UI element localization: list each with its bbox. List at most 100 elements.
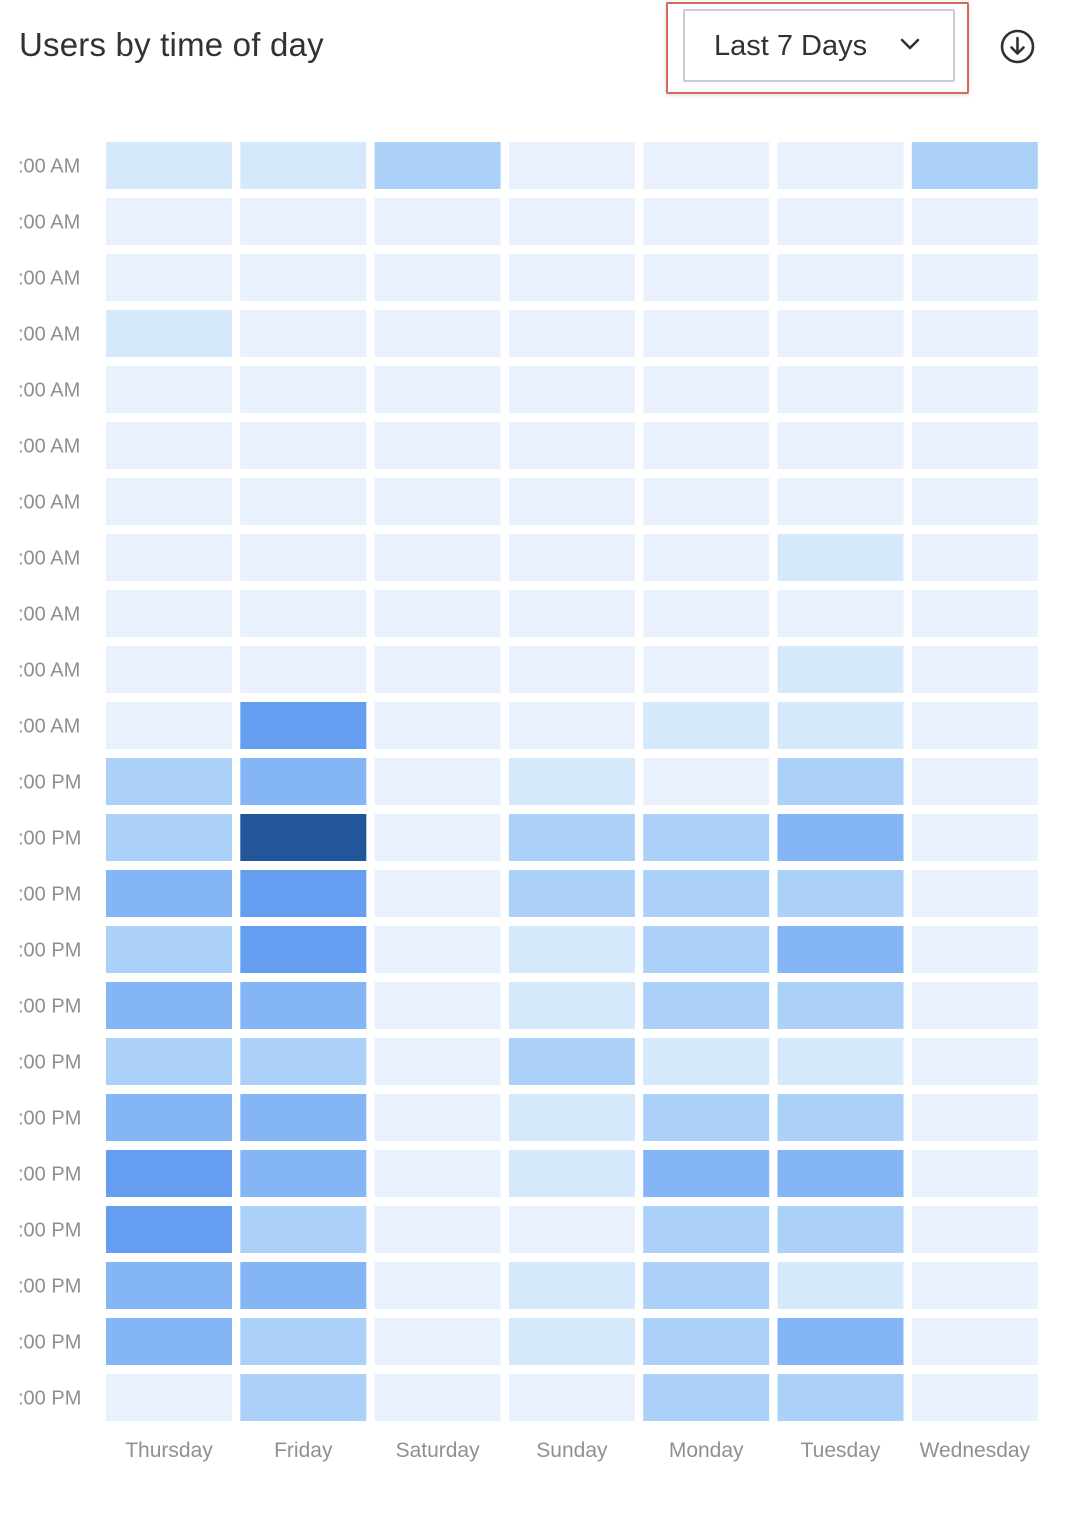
heatmap-cell-sunday-7[interactable] bbox=[508, 534, 635, 581]
heatmap-cell-saturday-10[interactable] bbox=[374, 702, 501, 749]
heatmap-cell-sunday-16[interactable] bbox=[508, 1038, 635, 1085]
heatmap-cell-thursday-15[interactable] bbox=[106, 982, 232, 1029]
heatmap-cell-tuesday-4[interactable] bbox=[777, 366, 904, 413]
heatmap-cell-saturday-22[interactable] bbox=[374, 1374, 501, 1421]
heatmap-cell-friday-11[interactable] bbox=[240, 758, 367, 805]
heatmap-cell-friday-10[interactable] bbox=[240, 702, 367, 749]
heatmap-cell-tuesday-9[interactable] bbox=[777, 646, 904, 693]
heatmap-cell-sunday-13[interactable] bbox=[508, 870, 635, 917]
heatmap-cell-monday-21[interactable] bbox=[643, 1318, 770, 1365]
heatmap-cell-wednesday-17[interactable] bbox=[911, 1094, 1038, 1141]
heatmap-cell-monday-10[interactable] bbox=[643, 702, 770, 749]
heatmap-cell-saturday-12[interactable] bbox=[374, 814, 501, 861]
heatmap-cell-wednesday-7[interactable] bbox=[911, 534, 1038, 581]
heatmap-cell-monday-15[interactable] bbox=[643, 982, 770, 1029]
heatmap-cell-tuesday-10[interactable] bbox=[777, 702, 904, 749]
heatmap-cell-saturday-19[interactable] bbox=[374, 1206, 501, 1253]
heatmap-cell-friday-17[interactable] bbox=[240, 1094, 367, 1141]
heatmap-cell-wednesday-9[interactable] bbox=[911, 646, 1038, 693]
heatmap-cell-wednesday-8[interactable] bbox=[911, 590, 1038, 637]
heatmap-cell-sunday-3[interactable] bbox=[508, 310, 635, 357]
heatmap-cell-friday-18[interactable] bbox=[240, 1150, 367, 1197]
heatmap-cell-thursday-18[interactable] bbox=[106, 1150, 232, 1197]
heatmap-cell-thursday-7[interactable] bbox=[106, 534, 232, 581]
heatmap-cell-monday-16[interactable] bbox=[643, 1038, 770, 1085]
heatmap-cell-sunday-9[interactable] bbox=[508, 646, 635, 693]
heatmap-cell-monday-1[interactable] bbox=[643, 198, 770, 245]
heatmap-cell-sunday-1[interactable] bbox=[508, 198, 635, 245]
heatmap-cell-friday-21[interactable] bbox=[240, 1318, 367, 1365]
heatmap-cell-friday-15[interactable] bbox=[240, 982, 367, 1029]
heatmap-cell-sunday-0[interactable] bbox=[508, 142, 635, 189]
heatmap-cell-tuesday-11[interactable] bbox=[777, 758, 904, 805]
heatmap-cell-saturday-16[interactable] bbox=[374, 1038, 501, 1085]
heatmap-cell-sunday-18[interactable] bbox=[508, 1150, 635, 1197]
heatmap-cell-sunday-19[interactable] bbox=[508, 1206, 635, 1253]
heatmap-cell-tuesday-13[interactable] bbox=[777, 870, 904, 917]
heatmap-cell-friday-5[interactable] bbox=[240, 422, 367, 469]
heatmap-cell-thursday-21[interactable] bbox=[106, 1318, 232, 1365]
heatmap-cell-monday-3[interactable] bbox=[643, 310, 770, 357]
heatmap-cell-wednesday-11[interactable] bbox=[911, 758, 1038, 805]
heatmap-cell-wednesday-16[interactable] bbox=[911, 1038, 1038, 1085]
heatmap-cell-thursday-1[interactable] bbox=[106, 198, 232, 245]
heatmap-cell-wednesday-19[interactable] bbox=[911, 1206, 1038, 1253]
heatmap-cell-wednesday-2[interactable] bbox=[911, 254, 1038, 301]
heatmap-cell-thursday-19[interactable] bbox=[106, 1206, 232, 1253]
heatmap-cell-wednesday-6[interactable] bbox=[911, 478, 1038, 525]
heatmap-cell-wednesday-21[interactable] bbox=[911, 1318, 1038, 1365]
heatmap-cell-saturday-11[interactable] bbox=[374, 758, 501, 805]
heatmap-cell-wednesday-4[interactable] bbox=[911, 366, 1038, 413]
heatmap-cell-saturday-20[interactable] bbox=[374, 1262, 501, 1309]
heatmap-cell-friday-3[interactable] bbox=[240, 310, 367, 357]
heatmap-cell-saturday-4[interactable] bbox=[374, 366, 501, 413]
heatmap-cell-monday-14[interactable] bbox=[643, 926, 770, 973]
heatmap-cell-thursday-9[interactable] bbox=[106, 646, 232, 693]
heatmap-cell-sunday-21[interactable] bbox=[508, 1318, 635, 1365]
heatmap-cell-sunday-12[interactable] bbox=[508, 814, 635, 861]
heatmap-cell-saturday-2[interactable] bbox=[374, 254, 501, 301]
heatmap-cell-tuesday-14[interactable] bbox=[777, 926, 904, 973]
heatmap-cell-monday-22[interactable] bbox=[643, 1374, 770, 1421]
heatmap-cell-tuesday-16[interactable] bbox=[777, 1038, 904, 1085]
heatmap-cell-friday-1[interactable] bbox=[240, 198, 367, 245]
heatmap-cell-monday-12[interactable] bbox=[643, 814, 770, 861]
heatmap-cell-saturday-17[interactable] bbox=[374, 1094, 501, 1141]
heatmap-cell-tuesday-20[interactable] bbox=[777, 1262, 904, 1309]
heatmap-cell-friday-14[interactable] bbox=[240, 926, 367, 973]
heatmap-cell-saturday-18[interactable] bbox=[374, 1150, 501, 1197]
heatmap-cell-sunday-20[interactable] bbox=[508, 1262, 635, 1309]
heatmap-cell-monday-6[interactable] bbox=[643, 478, 770, 525]
heatmap-cell-saturday-6[interactable] bbox=[374, 478, 501, 525]
heatmap-cell-wednesday-5[interactable] bbox=[911, 422, 1038, 469]
heatmap-cell-wednesday-22[interactable] bbox=[911, 1374, 1038, 1421]
heatmap-cell-friday-4[interactable] bbox=[240, 366, 367, 413]
heatmap-cell-wednesday-13[interactable] bbox=[911, 870, 1038, 917]
heatmap-cell-thursday-10[interactable] bbox=[106, 702, 232, 749]
heatmap-cell-friday-0[interactable] bbox=[240, 142, 367, 189]
heatmap-cell-sunday-5[interactable] bbox=[508, 422, 635, 469]
heatmap-cell-sunday-8[interactable] bbox=[508, 590, 635, 637]
heatmap-cell-thursday-2[interactable] bbox=[106, 254, 232, 301]
heatmap-cell-saturday-15[interactable] bbox=[374, 982, 501, 1029]
heatmap-cell-tuesday-21[interactable] bbox=[777, 1318, 904, 1365]
heatmap-cell-saturday-3[interactable] bbox=[374, 310, 501, 357]
heatmap-cell-saturday-21[interactable] bbox=[374, 1318, 501, 1365]
heatmap-cell-monday-9[interactable] bbox=[643, 646, 770, 693]
heatmap-cell-thursday-22[interactable] bbox=[106, 1374, 232, 1421]
heatmap-cell-thursday-8[interactable] bbox=[106, 590, 232, 637]
heatmap-cell-tuesday-15[interactable] bbox=[777, 982, 904, 1029]
heatmap-cell-thursday-12[interactable] bbox=[106, 814, 232, 861]
heatmap-cell-monday-11[interactable] bbox=[643, 758, 770, 805]
heatmap-cell-monday-4[interactable] bbox=[643, 366, 770, 413]
heatmap-cell-saturday-5[interactable] bbox=[374, 422, 501, 469]
heatmap-cell-friday-6[interactable] bbox=[240, 478, 367, 525]
heatmap-cell-tuesday-2[interactable] bbox=[777, 254, 904, 301]
heatmap-cell-tuesday-5[interactable] bbox=[777, 422, 904, 469]
heatmap-cell-saturday-9[interactable] bbox=[374, 646, 501, 693]
heatmap-cell-saturday-1[interactable] bbox=[374, 198, 501, 245]
heatmap-cell-thursday-20[interactable] bbox=[106, 1262, 232, 1309]
heatmap-cell-tuesday-1[interactable] bbox=[777, 198, 904, 245]
heatmap-cell-friday-2[interactable] bbox=[240, 254, 367, 301]
heatmap-cell-tuesday-19[interactable] bbox=[777, 1206, 904, 1253]
